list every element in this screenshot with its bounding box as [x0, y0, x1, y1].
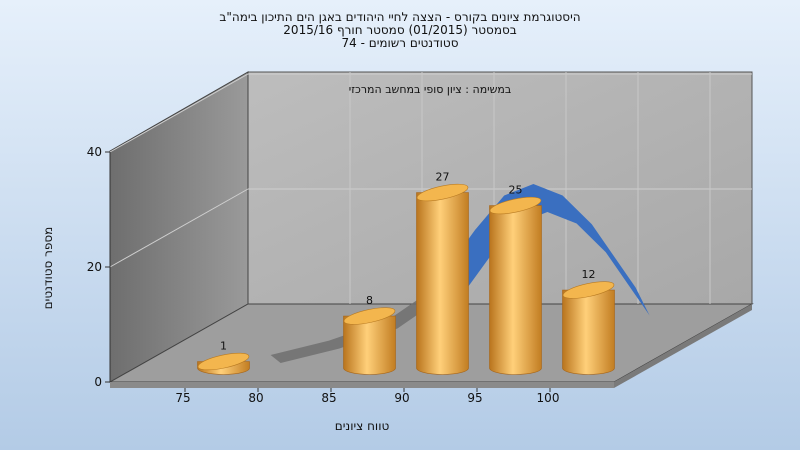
curve-ribbon-back — [270, 240, 485, 363]
x-tick-label: 100 — [537, 391, 560, 405]
bar-top — [489, 196, 542, 215]
x-tick-label: 80 — [248, 391, 263, 405]
bar-top — [197, 352, 250, 371]
floor-edge — [614, 304, 752, 388]
y-axis: 0 20 40 — [87, 145, 111, 389]
annotation: במשימה : ציון סופי במחשב המרכזי — [349, 83, 512, 96]
x-tick-label: 85 — [321, 391, 336, 405]
bar-value-label: 12 — [582, 268, 596, 281]
title-line-3: סטודנטים רשומים - 74 — [341, 36, 459, 50]
bar-value-label: 27 — [436, 171, 450, 184]
x-tick-label: 95 — [467, 391, 482, 405]
y-tick-label: 40 — [87, 145, 102, 159]
x-axis: 75 80 85 90 95 100 — [175, 388, 559, 405]
bar-value-label: 8 — [366, 294, 373, 307]
bar: 12 — [562, 268, 615, 375]
y-tick-label: 20 — [87, 260, 102, 274]
bar-body — [416, 192, 469, 375]
y-axis-label: מספר סטודנטים — [41, 227, 55, 310]
chart-title: היסטוגרמת ציונים בקורס - הצצה לחיי היהוד… — [0, 11, 800, 50]
x-tick-label: 90 — [394, 391, 409, 405]
title-line-2: בסמסטר (01/2015) סמסטר חורף 2015/16 — [283, 23, 517, 37]
bar: 25 — [489, 184, 542, 375]
y-tick-label: 0 — [94, 375, 102, 389]
grid-lines — [109, 72, 752, 304]
title-line-1: היסטוגרמת ציונים בקורס - הצצה לחיי היהוד… — [219, 10, 581, 24]
gridline-side — [109, 73, 249, 153]
bar: 1 — [197, 340, 250, 375]
bar-body — [489, 205, 542, 375]
bars: 1 8 27 25 12 — [197, 171, 615, 375]
bar-top — [562, 281, 615, 299]
x-tick-label: 75 — [175, 391, 190, 405]
bar: 8 — [343, 294, 396, 375]
bar-value-label: 1 — [220, 340, 227, 353]
bar-value-label: 25 — [509, 184, 523, 197]
bar-top — [416, 183, 469, 202]
bar-body — [562, 289, 615, 375]
x-axis-label: טווח ציונים — [335, 419, 390, 433]
bar-body — [343, 315, 396, 375]
bar-top — [343, 307, 396, 325]
floor-front-edge — [110, 382, 614, 388]
bar: 27 — [416, 171, 469, 375]
gridline-side — [109, 188, 249, 268]
